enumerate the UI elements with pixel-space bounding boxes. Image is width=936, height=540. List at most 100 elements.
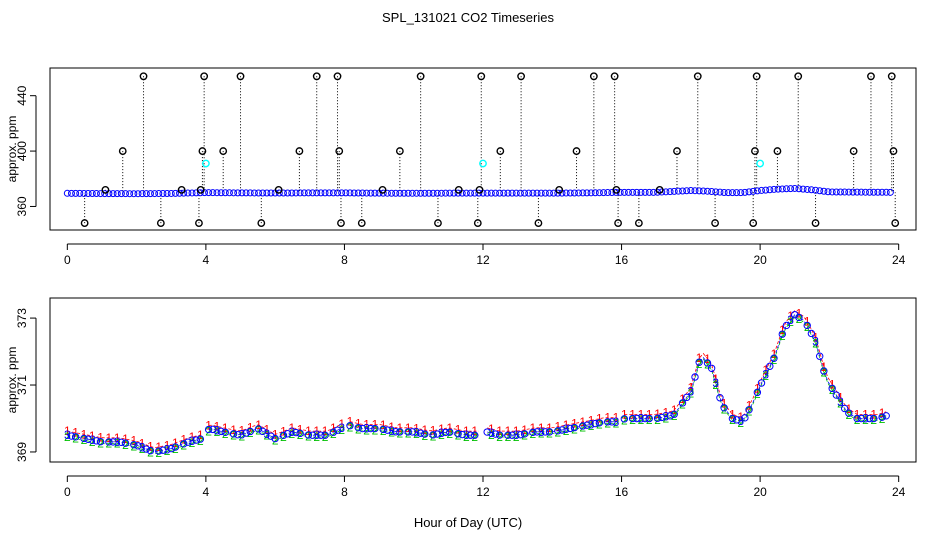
series-3-circle xyxy=(217,427,225,436)
series-1-marker: 1 xyxy=(854,407,861,421)
series-2-marker: 2 xyxy=(638,413,645,427)
series-1-marker: 1 xyxy=(388,420,395,434)
series-1-marker: 1 xyxy=(812,330,819,344)
baseline-point xyxy=(126,190,134,198)
series-2-marker: 2 xyxy=(230,429,237,443)
series-1-marker: 1 xyxy=(264,423,271,437)
series-3-circle xyxy=(766,362,774,370)
series-1-marker: 1 xyxy=(538,421,545,435)
series-1-marker: 1 xyxy=(189,430,196,444)
baseline-point xyxy=(575,189,583,197)
series-2-marker: 2 xyxy=(222,427,229,441)
baseline-point xyxy=(695,187,703,195)
top-x-tick-label: 24 xyxy=(892,253,906,267)
series-2-marker: 2 xyxy=(172,442,179,456)
outlier-point xyxy=(749,219,758,227)
top-axes: 0 4 8 12 16 20 24 360 400 440 xyxy=(15,85,906,267)
series-3-circle xyxy=(820,367,828,375)
baseline-point xyxy=(255,189,263,197)
baseline-point xyxy=(604,189,612,197)
outlier-point xyxy=(454,185,463,194)
series-3-circle xyxy=(757,379,766,387)
baseline-point xyxy=(213,189,221,197)
series-3-circle xyxy=(80,434,88,443)
series-3-circle xyxy=(720,404,728,412)
outlier-point xyxy=(80,219,89,227)
baseline-point xyxy=(587,189,595,197)
series-3-circle xyxy=(171,443,180,451)
series-2-marker: 2 xyxy=(729,413,736,427)
outlier-point xyxy=(477,72,486,81)
series-3-marker: 3 xyxy=(762,367,769,381)
series-1-marker: 1 xyxy=(621,408,628,422)
series-2-marker: 2 xyxy=(114,437,121,451)
baseline-point xyxy=(703,187,711,195)
series-1-marker: 1 xyxy=(771,347,778,361)
bottom-y-tick-label: 369 xyxy=(15,442,29,462)
series-2-marker: 2 xyxy=(164,444,171,458)
series-1-marker: 1 xyxy=(430,424,437,438)
baseline-point xyxy=(832,188,840,196)
series-1-marker: 1 xyxy=(455,423,462,437)
series-2-marker: 2 xyxy=(845,408,852,422)
baseline-point xyxy=(525,189,533,197)
series-1-line xyxy=(487,417,616,432)
series-2-marker: 2 xyxy=(130,439,137,453)
series-2-marker: 2 xyxy=(197,434,204,448)
series-2-marker: 2 xyxy=(64,430,71,444)
series-3-circle xyxy=(279,431,288,440)
baseline-point xyxy=(849,188,857,196)
bottom-y-tick-label: 371 xyxy=(15,375,29,395)
outlier-point xyxy=(773,147,782,155)
baseline-point xyxy=(595,189,603,197)
baseline-point xyxy=(866,188,874,196)
baseline-point xyxy=(155,190,163,198)
series-2-marker: 2 xyxy=(139,442,146,456)
series-3-circle xyxy=(795,313,803,322)
baseline-point xyxy=(529,189,537,197)
baseline-point xyxy=(541,189,549,197)
series-2-marker: 2 xyxy=(97,436,104,450)
series-1-marker: 1 xyxy=(513,424,520,438)
series-2-marker: 2 xyxy=(837,397,844,411)
baseline-point xyxy=(687,187,695,195)
baseline-point xyxy=(400,189,408,197)
series-3-circle xyxy=(371,424,379,433)
series-1-marker: 1 xyxy=(72,426,79,440)
baseline-point xyxy=(250,189,258,197)
series-1-marker: 1 xyxy=(405,421,412,435)
baseline-point xyxy=(816,187,824,195)
series-3-circle xyxy=(159,446,167,454)
series-1-marker: 1 xyxy=(638,407,645,421)
series-3-marker: 3 xyxy=(164,442,171,456)
series-1-marker: 1 xyxy=(438,422,445,436)
series-3-circle xyxy=(608,418,616,426)
series-2-marker: 2 xyxy=(571,422,578,436)
series-1-marker: 1 xyxy=(230,423,237,437)
series-3-circle xyxy=(146,446,155,455)
series-3-circle xyxy=(495,431,504,439)
outlier-point xyxy=(517,72,526,81)
baseline-point xyxy=(363,189,371,197)
series-1-marker: 1 xyxy=(155,440,162,454)
x-axis-label: Hour of Day (UTC) xyxy=(414,515,522,530)
series-1-marker: 1 xyxy=(671,403,678,417)
baseline-point xyxy=(101,190,109,198)
series-3-marker: 3 xyxy=(488,426,495,440)
series-1-marker: 1 xyxy=(679,392,686,406)
series-3-circle xyxy=(142,445,150,453)
series-3-circle xyxy=(71,433,80,441)
series-3-circle xyxy=(367,424,375,433)
top-x-tick-label: 8 xyxy=(341,253,348,267)
baseline-point xyxy=(758,186,766,194)
series-2-marker: 2 xyxy=(239,429,246,443)
baseline-point xyxy=(521,189,529,197)
baseline-point xyxy=(429,189,437,197)
series-3-circle xyxy=(695,358,703,366)
outlier-point xyxy=(434,219,442,227)
series-3-circle xyxy=(641,414,649,423)
series-3-circle xyxy=(433,430,441,438)
series-2-marker: 2 xyxy=(712,378,719,392)
outlier-point xyxy=(752,72,761,81)
series-3-circle xyxy=(728,414,737,423)
